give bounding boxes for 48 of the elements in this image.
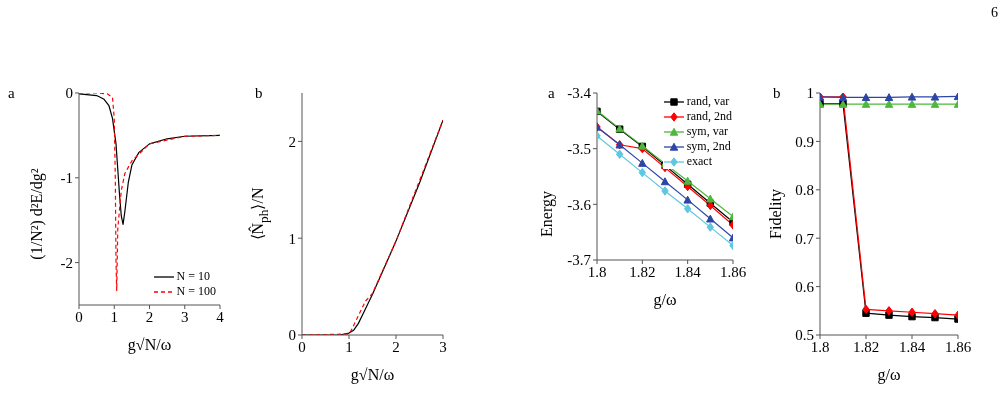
y-tick-label: 0.9: [795, 133, 814, 150]
x-tick-label: 3: [181, 308, 189, 325]
x-tick-label: 3: [439, 338, 447, 355]
y-tick-label: 0.5: [795, 327, 814, 344]
x-tick-label: 1: [110, 308, 118, 325]
x-axis-title: g/ω: [653, 291, 677, 309]
x-tick-label: 1.8: [587, 263, 607, 280]
y-tick-label: 0.7: [795, 230, 815, 247]
x-tick-label: 1.86: [944, 338, 972, 355]
y-tick-label: 0.8: [795, 182, 814, 199]
legend-label: rand, var: [686, 94, 730, 108]
x-tick-label: 4: [216, 308, 225, 325]
y-axis-title: Energy: [538, 191, 556, 237]
x-axis-title: g√N/ω: [350, 366, 395, 384]
x-tick-label: 1.86: [719, 263, 747, 280]
y-tick-label: 1: [806, 85, 814, 102]
chart-title: a: [548, 85, 555, 102]
legend-label: N = 10: [176, 269, 210, 283]
y-tick-label: -3.6: [567, 196, 592, 213]
legend-label: sym, 2nd: [686, 139, 731, 153]
y-axis-title: (1/N²) d²E/dg²: [28, 168, 46, 260]
y-axis-title: Fidelity: [767, 189, 785, 239]
legend-label: rand, 2nd: [686, 109, 732, 123]
y-tick-label: -2: [60, 254, 73, 271]
y-tick-label: -1: [60, 170, 73, 187]
x-tick-label: 2: [145, 308, 154, 325]
x-tick-label: 1.82: [852, 338, 880, 355]
x-tick-label: 1.82: [629, 263, 656, 280]
x-tick-label: 2: [392, 338, 400, 355]
y-tick-label: -3.5: [567, 140, 591, 157]
legend-label: N = 100: [176, 284, 216, 298]
x-axis-title: g√N/ω: [127, 336, 172, 354]
y-tick-label: 0.6: [795, 278, 815, 295]
chart-title: b: [255, 85, 263, 102]
y-tick-label: 1: [288, 230, 296, 247]
x-tick-label: 1: [345, 338, 353, 355]
y-tick-label: 2: [288, 133, 296, 150]
y-tick-label: -3.4: [567, 85, 592, 102]
legend-label: exact: [686, 154, 712, 168]
text: 6: [991, 5, 998, 21]
y-tick-label: 0: [65, 85, 73, 102]
x-tick-label: 1.84: [674, 263, 702, 280]
x-axis-title: g/ω: [877, 366, 901, 384]
chart-title: a: [8, 85, 15, 102]
legend-label: sym, var: [686, 124, 728, 138]
chart-title: b: [773, 85, 781, 102]
y-tick-label: 0: [288, 327, 296, 344]
x-tick-label: 1.84: [898, 338, 926, 355]
